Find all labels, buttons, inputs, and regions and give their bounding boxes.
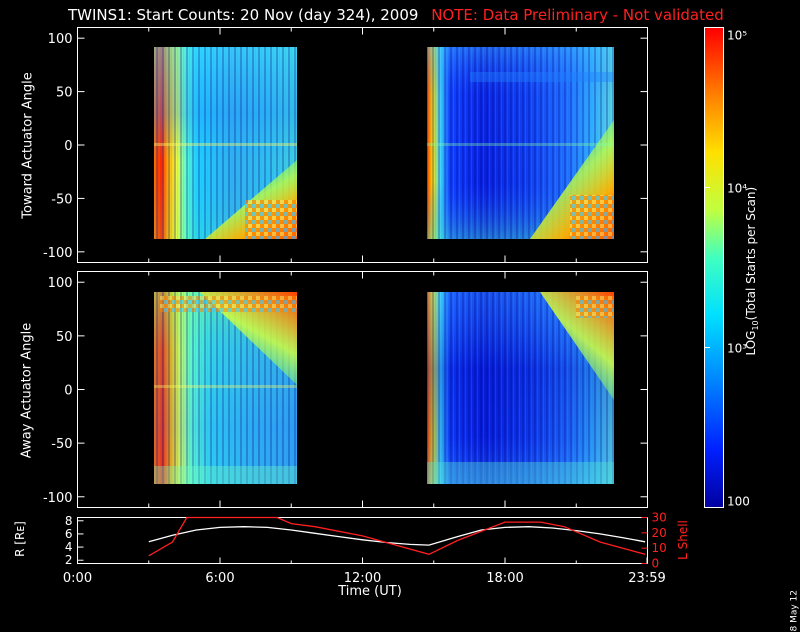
away-block-late <box>427 292 614 484</box>
toward-ytick-label: 100 <box>48 32 73 47</box>
orbit-right-ylabel: L Shell <box>676 520 690 560</box>
orbit-series-r <box>148 526 646 546</box>
colorbar-tick-label: 100 <box>727 495 750 509</box>
colorbar-tick-label: 10⁴ <box>727 182 747 196</box>
plot-canvas: 100500-50-100100500-50-10010⁵10⁴10³10086… <box>43 27 750 586</box>
toward-ytick-label: 0 <box>64 139 72 154</box>
away-ytick-label: 0 <box>64 384 72 399</box>
toward-block-late <box>427 47 614 239</box>
orbit-right-tick-label: 0 <box>652 557 660 571</box>
colorbar-label-log: LOG <box>743 330 758 356</box>
toward-heatmap <box>154 47 614 239</box>
colorbar-label-sub: 10 <box>751 320 761 331</box>
title-text: TWINS1: Start Counts: 20 Nov (day 324), … <box>68 6 419 24</box>
toward-ylabel: Toward Actuator Angle <box>20 72 36 219</box>
colorbar-label: LOG10(Total Starts per Scan) <box>744 171 760 371</box>
orbit-series-lshell <box>148 516 646 557</box>
date-stamp: 8 May 12 <box>790 590 800 632</box>
preliminary-note: NOTE: Data Preliminary - Not validated <box>431 6 724 24</box>
away-ytick-label: 50 <box>56 330 73 345</box>
away-block-early <box>154 292 297 484</box>
away-ylabel: Away Actuator Angle <box>19 322 35 459</box>
orbit-left-tick-label: 2 <box>65 553 73 567</box>
colorbar-gradient <box>705 28 723 507</box>
orbit-xlabel: Time (UT) <box>338 584 402 599</box>
toward-block-early <box>154 47 297 239</box>
orbit-xtick-label: 0:00 <box>63 571 92 586</box>
toward-ytick-label: 50 <box>56 86 73 101</box>
orbit-right-tick-label: 10 <box>652 541 667 555</box>
orbit-right-tick-label: 20 <box>652 526 667 540</box>
away-heatmap <box>154 292 614 484</box>
orbit-xtick-label: 6:00 <box>205 571 234 586</box>
orbit-left-ylabel: R [Rᴇ] <box>13 521 27 557</box>
orbit-xtick-label: 18:00 <box>486 571 523 586</box>
colorbar-frame <box>704 27 724 508</box>
orbit-left-tick-label: 4 <box>65 540 73 554</box>
orbit-xtick-label: 23:59 <box>628 571 665 586</box>
away-ytick-label: -50 <box>51 437 72 452</box>
away-ytick-label: -100 <box>43 491 73 506</box>
chart-title: TWINS1: Start Counts: 20 Nov (day 324), … <box>68 6 724 24</box>
away-ytick-label: 100 <box>48 276 73 291</box>
orbit-left-tick-label: 8 <box>65 514 73 528</box>
toward-ytick-label: -50 <box>51 192 72 207</box>
colorbar-tick-label: 10⁵ <box>727 29 747 43</box>
orbit-left-tick-label: 6 <box>65 527 73 541</box>
colorbar-tick-label: 10³ <box>727 342 747 356</box>
orbit-xtick-label: 12:00 <box>344 571 381 586</box>
orbit-frame <box>77 517 648 564</box>
orbit-right-tick-label: 30 <box>652 511 667 525</box>
toward-ytick-label: -100 <box>43 246 73 261</box>
colorbar-label-rest: (Total Starts per Scan) <box>743 186 758 321</box>
